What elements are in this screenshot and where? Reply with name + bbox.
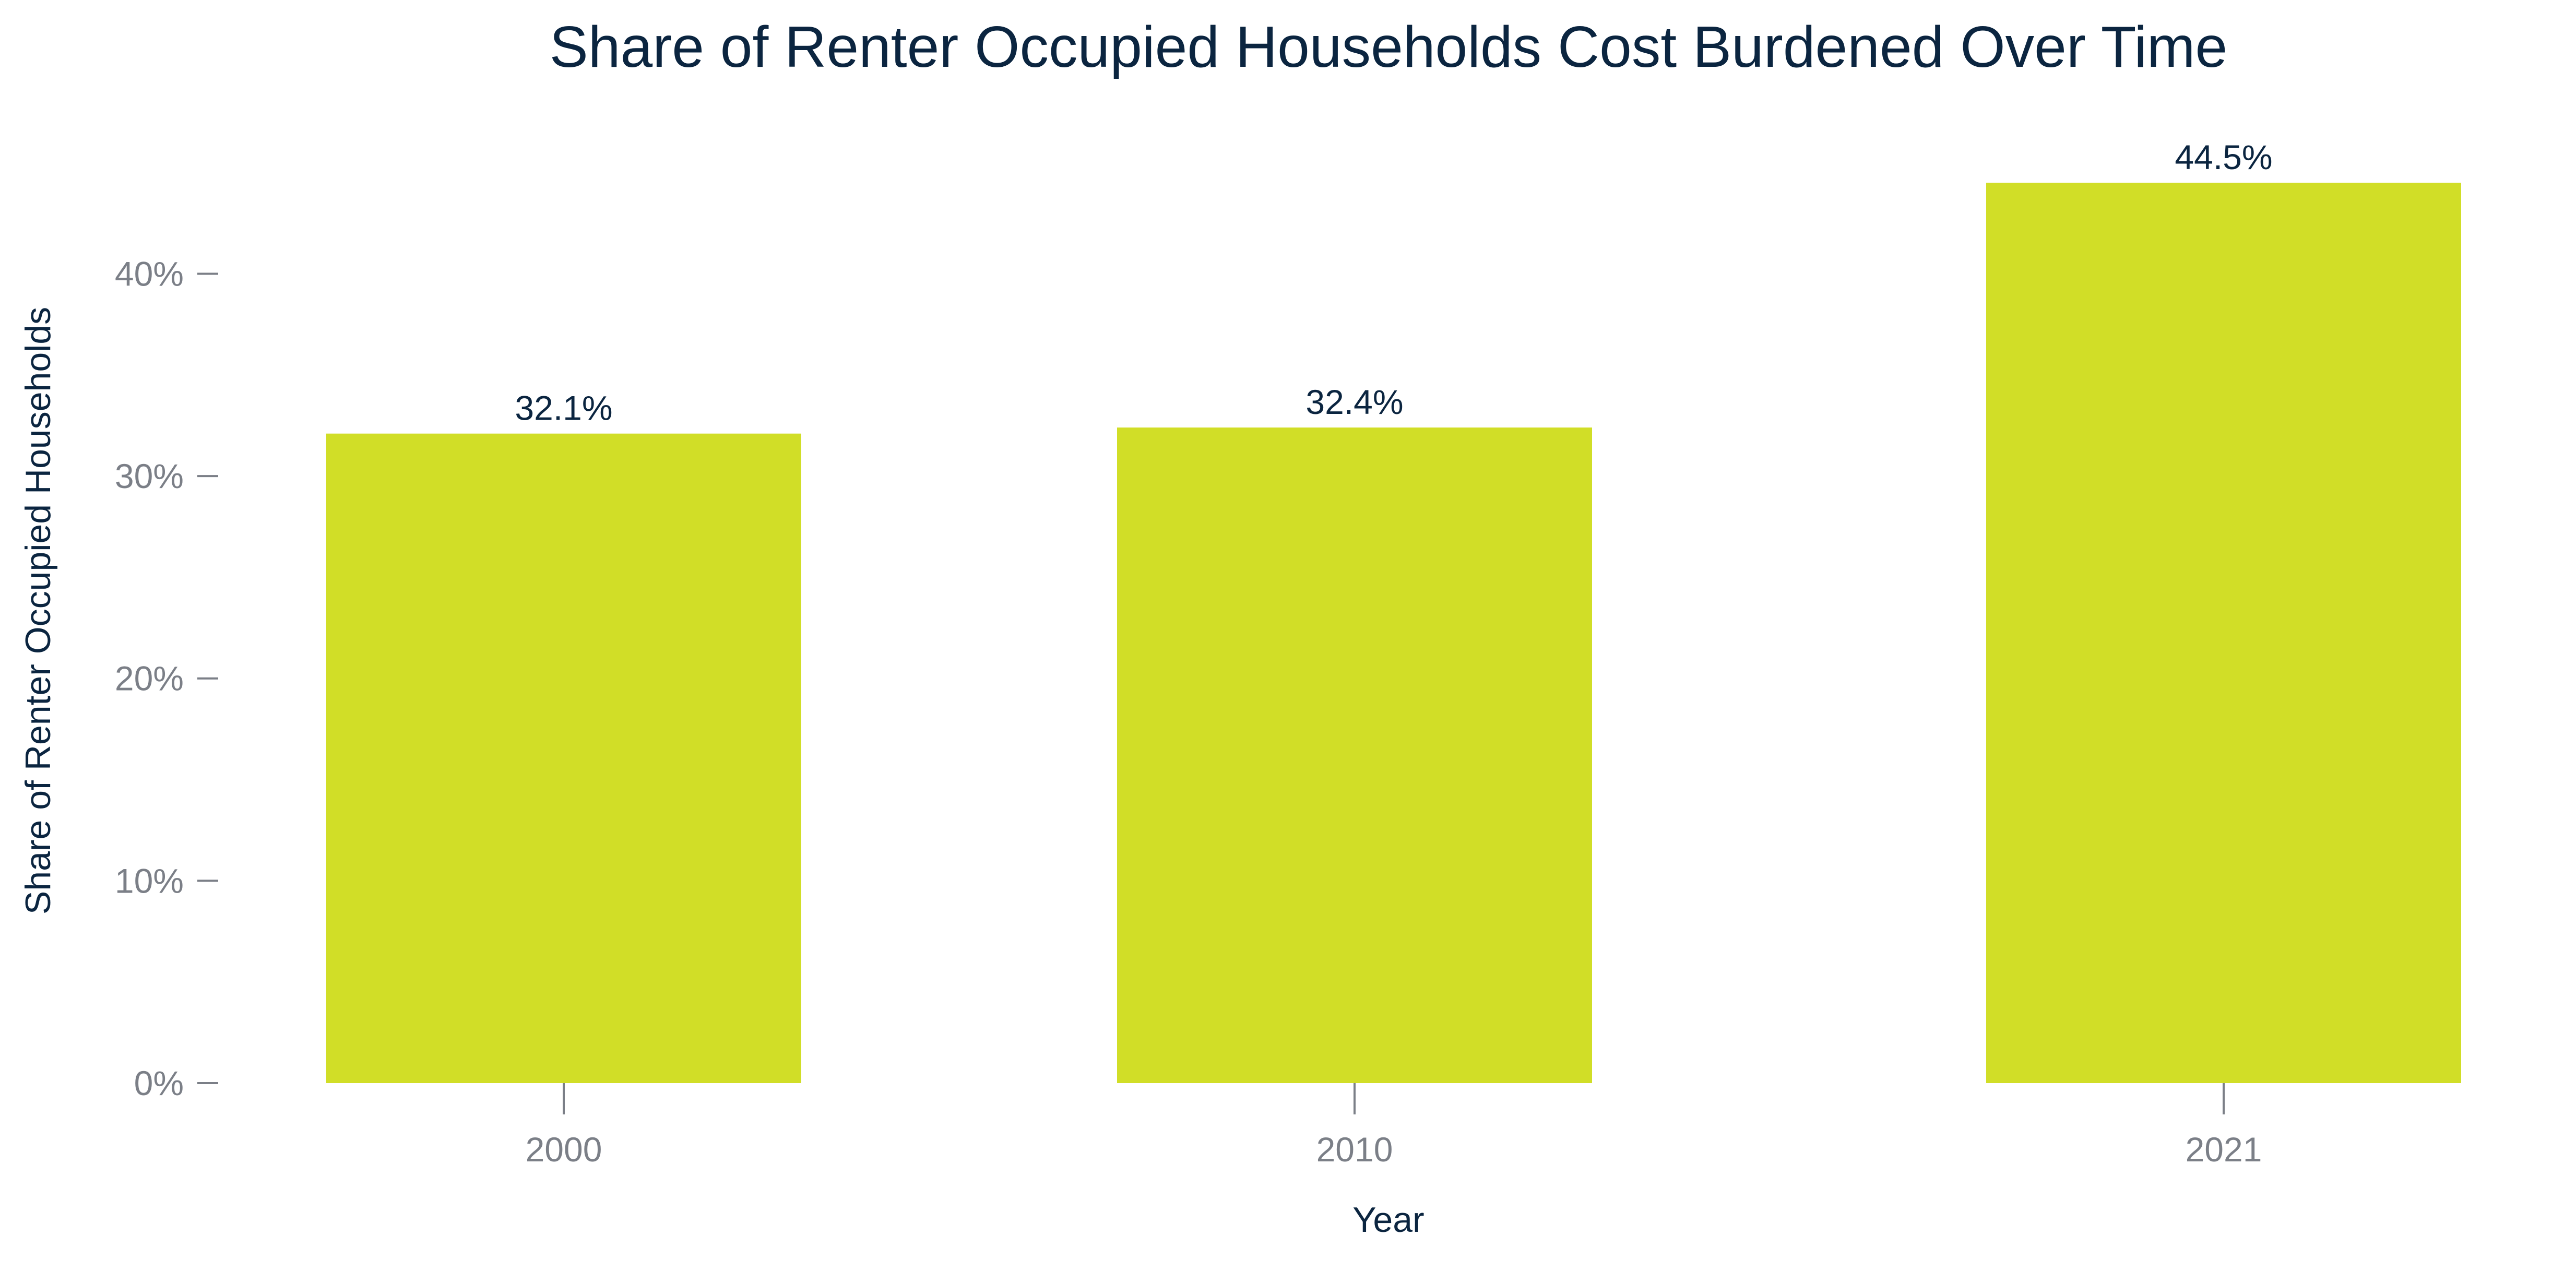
data-label-2010: 32.4% — [1305, 383, 1403, 421]
x-tick-label: 2000 — [526, 1130, 602, 1169]
bar-2000 — [326, 433, 801, 1084]
x-tick-label: 2021 — [2186, 1130, 2262, 1169]
y-tick-label: 0% — [134, 1064, 184, 1102]
y-tick-label: 40% — [115, 254, 184, 293]
y-axis-title: Share of Renter Occupied Households — [18, 307, 58, 914]
bar-2021 — [1986, 183, 2461, 1083]
y-tick-label: 30% — [115, 457, 184, 495]
y-tick-label: 20% — [115, 659, 184, 698]
bar-2010 — [1117, 427, 1592, 1083]
data-labels: 32.1% 32.4% 44.5% — [515, 138, 2272, 427]
x-axis: 2000 2010 2021 — [526, 1083, 2262, 1169]
x-tick-label: 2010 — [1316, 1130, 1393, 1169]
data-label-2021: 44.5% — [2175, 138, 2272, 176]
y-axis: 0% 10% 20% 30% 40% — [115, 254, 218, 1102]
bar-series — [326, 183, 2461, 1084]
chart-title: Share of Renter Occupied Households Cost… — [550, 15, 2228, 79]
y-tick-label: 10% — [115, 861, 184, 900]
data-label-2000: 32.1% — [515, 389, 612, 427]
x-axis-title: Year — [1352, 1200, 1424, 1240]
